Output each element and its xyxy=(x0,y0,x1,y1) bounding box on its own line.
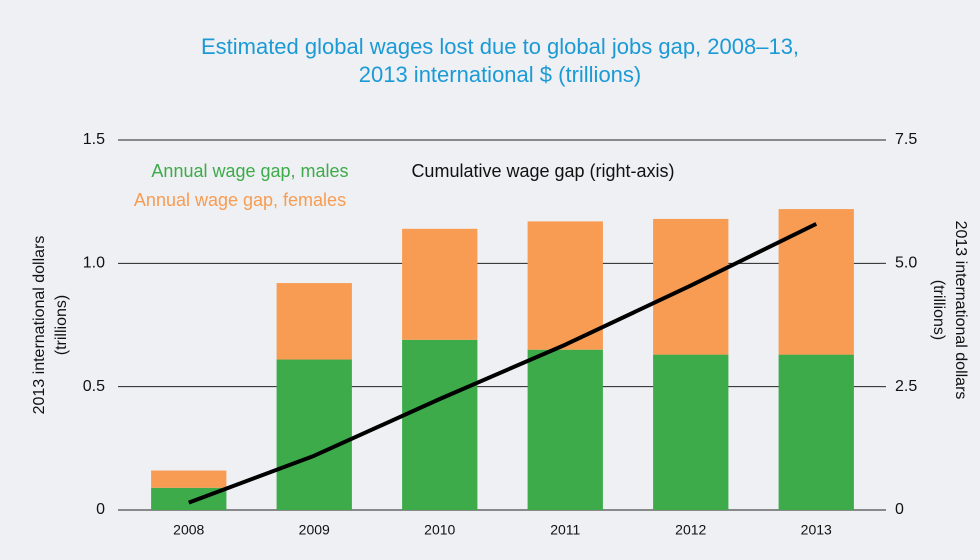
chart-title: 2013 international $ (trillions) xyxy=(359,62,642,87)
x-tick-label: 2009 xyxy=(299,522,330,538)
legend-entry: Cumulative wage gap (right-axis) xyxy=(411,161,674,181)
y2-axis-label: (trillions) xyxy=(930,280,947,340)
y-tick-label: 1.0 xyxy=(83,255,105,272)
y2-axis-label: 2013 international dollars xyxy=(952,221,969,400)
bar-segment xyxy=(778,354,854,510)
bar-segment xyxy=(276,359,352,510)
bar-segment xyxy=(276,283,352,360)
y2-tick-label: 0 xyxy=(895,501,904,518)
bar-segment xyxy=(653,354,729,510)
legend-entry: Annual wage gap, females xyxy=(134,190,346,210)
cumulative-line xyxy=(188,222,818,505)
y2-tick-label: 7.5 xyxy=(895,131,917,148)
y2-tick-label: 5.0 xyxy=(895,255,917,272)
x-tick-label: 2012 xyxy=(675,522,706,538)
x-tick-label: 2011 xyxy=(550,522,580,538)
y2-tick-label: 2.5 xyxy=(895,378,917,395)
bar-segment xyxy=(402,228,478,340)
x-tick-label: 2008 xyxy=(173,522,204,538)
legend-entry: Annual wage gap, males xyxy=(151,161,348,181)
y-tick-label: 0 xyxy=(96,501,105,518)
bar-segment xyxy=(151,470,227,488)
bar-segment xyxy=(527,349,603,510)
y-tick-label: 1.5 xyxy=(83,131,105,148)
bar-segment xyxy=(527,221,603,350)
x-tick-label: 2013 xyxy=(801,522,832,538)
y-tick-label: 0.5 xyxy=(83,378,105,395)
x-tick-label: 2010 xyxy=(424,522,455,538)
bar-segment xyxy=(778,209,854,355)
chart-title: Estimated global wages lost due to globa… xyxy=(201,34,799,59)
y-axis-label: (trillions) xyxy=(53,295,70,355)
bar-segment xyxy=(151,487,227,510)
y-axis-label: 2013 international dollars xyxy=(31,236,48,415)
bar-segment xyxy=(402,339,478,510)
